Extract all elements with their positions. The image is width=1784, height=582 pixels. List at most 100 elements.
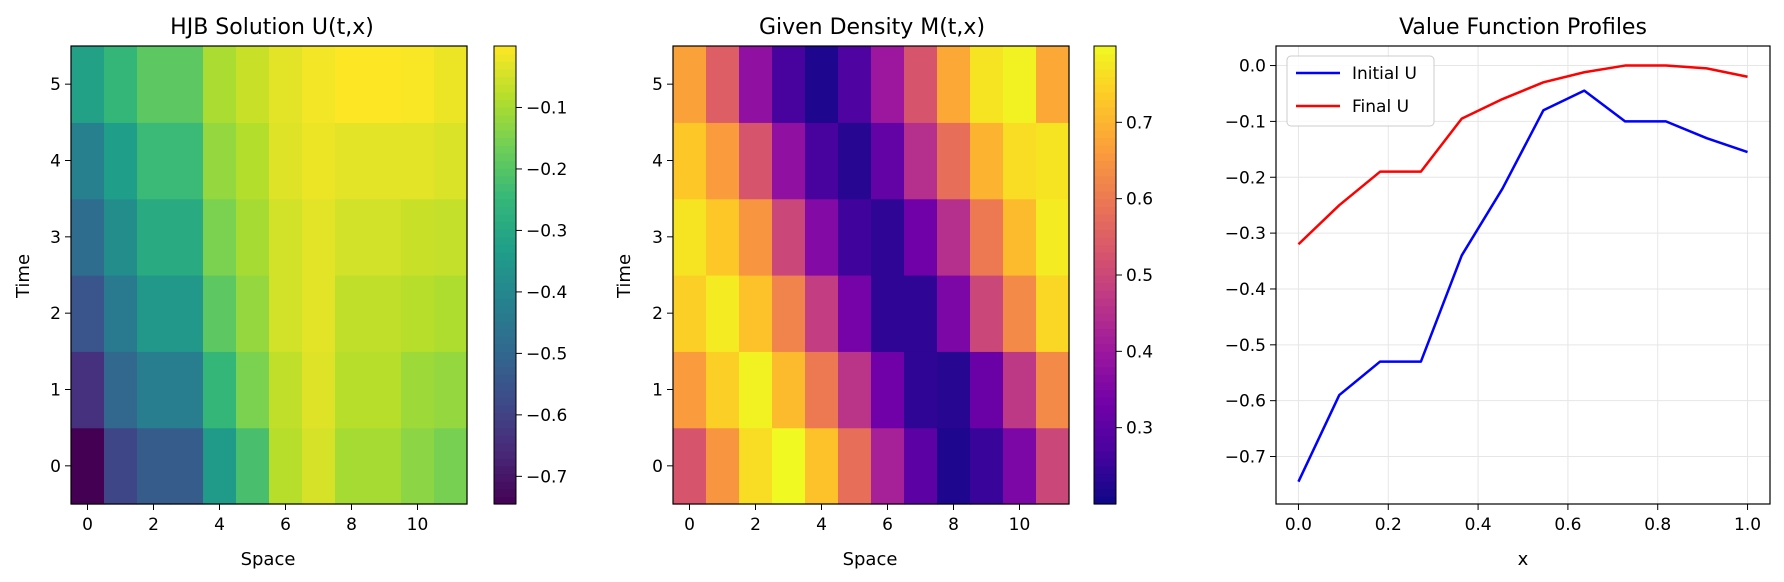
heatmap-cell xyxy=(104,351,138,429)
y-tick-label: 5 xyxy=(652,75,663,95)
heatmap-cell xyxy=(269,122,303,200)
y-tick-label: −0.1 xyxy=(1225,112,1266,132)
colorbar-segment xyxy=(1094,397,1116,406)
colorbar-segment xyxy=(1094,343,1116,352)
x-tick-label: 0 xyxy=(684,515,695,535)
colorbar-segment xyxy=(1094,389,1116,398)
colorbar-segment xyxy=(494,152,516,162)
heatmap-cell xyxy=(805,427,839,505)
colorbar-segment xyxy=(494,114,516,123)
heatmap-cell xyxy=(170,275,204,352)
colorbar-segment xyxy=(494,496,516,505)
heatmap-cell xyxy=(871,198,905,276)
colorbar-segment xyxy=(1094,427,1116,436)
heatmap-cell xyxy=(335,122,369,200)
heatmap-cell xyxy=(236,198,270,276)
x-tick-label: 0.8 xyxy=(1644,515,1671,535)
heatmap-cell xyxy=(71,46,105,123)
heatmap-cell xyxy=(170,122,204,200)
colorbar-segment xyxy=(494,328,516,337)
heatmap-cell xyxy=(335,46,369,123)
heatmap-cell xyxy=(137,351,171,429)
x-tick-label: 0.6 xyxy=(1554,515,1581,535)
colorbar-segment xyxy=(494,175,516,184)
heatmap-cell xyxy=(302,275,336,352)
colorbar-segment xyxy=(1094,53,1116,62)
heatmap-cell xyxy=(1003,275,1037,352)
colorbar-segment xyxy=(494,221,516,230)
heatmap-cell xyxy=(673,275,707,352)
colorbar-segment xyxy=(1094,213,1116,223)
heatmap-cell xyxy=(401,427,435,505)
heatmap-cell xyxy=(104,122,138,200)
colorbar-tick-label: 0.4 xyxy=(1126,342,1153,362)
heatmap-cell xyxy=(871,275,905,352)
colorbar-segment xyxy=(1094,76,1116,85)
x-tick-label: 0 xyxy=(82,515,93,535)
heatmap-cell xyxy=(137,122,171,200)
colorbar-segment xyxy=(494,473,516,482)
y-tick-label: 2 xyxy=(652,304,663,324)
colorbar-segment xyxy=(494,198,516,207)
colorbar-segment xyxy=(494,351,516,360)
heatmap-cell xyxy=(838,198,872,276)
colorbar-tick-label: 0.6 xyxy=(1126,190,1153,210)
colorbar-segment xyxy=(1094,305,1116,314)
heatmap-cell xyxy=(706,351,740,429)
legend: Initial U Final U xyxy=(1286,55,1435,127)
heatmap-cell xyxy=(170,198,204,276)
heatmap-cell xyxy=(236,46,270,123)
heatmap-cell xyxy=(871,351,905,429)
colorbar-segment xyxy=(494,389,516,398)
heatmap-cell xyxy=(937,46,971,123)
line-chart-profiles: 0.0 0.2 0.4 0.6 0.8 1.0 0.0 −0.1 −0.2 −0.3 −0.4 −0.… xyxy=(1225,45,1771,535)
plot-frame xyxy=(70,45,468,505)
y-tick-label: 3 xyxy=(50,228,61,248)
colorbar-segment xyxy=(494,313,516,322)
heatmap-cell xyxy=(1003,351,1037,429)
colorbar-segment xyxy=(494,427,516,436)
heatmap-cell xyxy=(739,275,773,352)
colorbar-segment xyxy=(1094,183,1116,192)
heatmap-cell xyxy=(673,122,707,200)
heatmap-cell xyxy=(434,275,468,352)
colorbar-tick-label: −0.3 xyxy=(526,221,567,241)
colorbar-segment xyxy=(1094,458,1116,467)
heatmap-cell xyxy=(904,46,938,123)
heatmap-cell xyxy=(805,46,839,123)
y-tick-label: 1 xyxy=(50,381,61,401)
colorbar-segment xyxy=(1094,320,1116,330)
colorbar-segment xyxy=(1094,46,1116,55)
heatmap-cell xyxy=(401,351,435,429)
heatmap-cell xyxy=(236,351,270,429)
colorbar-segment xyxy=(494,481,516,490)
colorbar-tick-label: 0.3 xyxy=(1126,419,1153,439)
y-tick-label: 1 xyxy=(652,381,663,401)
heatmap-cell xyxy=(302,427,336,505)
colorbar-segment xyxy=(1094,191,1116,200)
heatmap-cell xyxy=(772,198,806,276)
heatmap-cell xyxy=(838,46,872,123)
y-axis-label-density: Time xyxy=(614,254,635,299)
colorbar-segment xyxy=(1094,488,1116,497)
colorbar-tick-label: −0.1 xyxy=(526,98,567,118)
colorbar-segment xyxy=(1094,313,1116,322)
heatmap-cell xyxy=(137,46,171,123)
heatmap-cell xyxy=(739,46,773,123)
colorbar-segment xyxy=(494,168,516,177)
colorbar-segment xyxy=(494,68,516,78)
colorbar-segment xyxy=(1094,366,1116,375)
heatmap-cell xyxy=(170,351,204,429)
x-tick-label: 6 xyxy=(882,515,893,535)
y-tick-label: −0.3 xyxy=(1225,224,1266,244)
heatmap-cell xyxy=(970,275,1004,352)
heatmap-cell xyxy=(269,351,303,429)
heatmap-cell xyxy=(269,427,303,505)
heatmap-cell xyxy=(269,198,303,276)
heatmap-cell xyxy=(203,275,237,352)
heatmap-cell xyxy=(434,46,468,123)
colorbar-segment xyxy=(494,366,516,375)
legend-label-final-u: Final U xyxy=(1352,97,1409,117)
